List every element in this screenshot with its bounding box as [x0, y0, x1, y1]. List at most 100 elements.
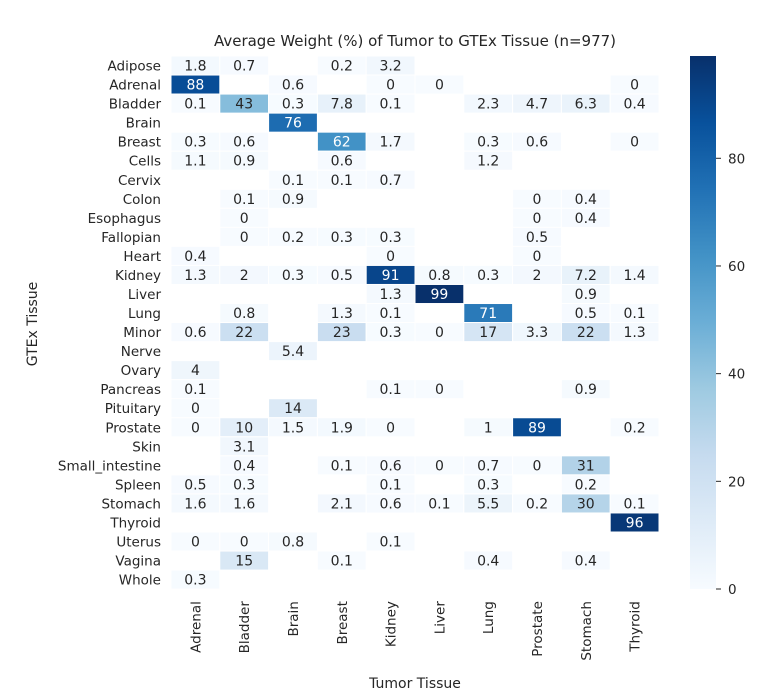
cell-value-label: 88	[186, 78, 204, 94]
heatmap-cell	[609, 131, 660, 152]
heatmap-cell	[414, 74, 465, 95]
y-tick-label: Pancreas	[100, 382, 161, 398]
cell-value-label: 0.4	[184, 249, 206, 265]
colorbar-tick-label: 60	[728, 259, 745, 275]
cell-value-label: 0.1	[184, 382, 206, 398]
cell-value-label: 0.5	[575, 306, 597, 322]
cell-value-label: 0.9	[233, 154, 255, 170]
heatmap-cell	[365, 131, 416, 152]
heatmap-cell	[560, 550, 611, 571]
cell-value-label: 0	[435, 382, 444, 398]
x-tick-label: Bladder	[237, 601, 253, 654]
cell-value-label: 0.4	[477, 554, 499, 570]
y-tick-label: Colon	[123, 192, 161, 208]
cell-value-label: 0.2	[575, 477, 597, 493]
y-tick-label: Adrenal	[109, 78, 161, 94]
cell-value-label: 1.3	[379, 287, 401, 303]
cell-value-label: 0.3	[331, 230, 353, 246]
cell-value-label: 7.8	[331, 97, 353, 113]
cell-value-label: 4.7	[526, 97, 548, 113]
cell-value-label: 1.8	[184, 59, 206, 75]
x-tick-label: Kidney	[384, 601, 400, 647]
cell-value-label: 0.6	[184, 325, 206, 341]
cell-value-label: 0.3	[477, 477, 499, 493]
heatmap-cell	[365, 169, 416, 190]
cell-value-label: 2	[240, 268, 249, 284]
cell-value-label: 0.6	[233, 135, 255, 151]
heatmap-cell	[219, 550, 270, 571]
cell-value-label: 1.6	[233, 496, 255, 512]
cell-value-label: 0.2	[526, 496, 548, 512]
y-tick-label: Lung	[128, 306, 161, 322]
cell-value-label: 0.5	[526, 230, 548, 246]
cell-value-label: 0.1	[331, 458, 353, 474]
cell-value-label: 1.3	[331, 306, 353, 322]
x-tick-label: Adrenal	[188, 601, 204, 653]
heatmap-cell	[268, 188, 318, 209]
cell-value-label: 3.3	[526, 325, 548, 341]
cell-value-label: 0.3	[379, 230, 401, 246]
cell-value-label: 0.1	[379, 97, 401, 113]
cell-value-label: 0.4	[575, 192, 597, 208]
x-tick-labels: Adrenal Bladder Brain Breast Kidney Liver Lung…	[188, 601, 643, 661]
cell-value-label: 0.7	[233, 59, 255, 75]
heatmap-cell	[609, 322, 660, 343]
cell-value-label: 7.2	[575, 268, 597, 284]
cell-value-label: 3.2	[379, 59, 401, 75]
heatmap-cell	[365, 93, 416, 114]
y-tick-label: Nerve	[121, 344, 161, 360]
cell-value-label: 0	[386, 249, 395, 265]
cell-value-label: 22	[235, 325, 253, 341]
heatmap-cell	[365, 417, 416, 438]
cell-value-label: 0.1	[184, 97, 206, 113]
cell-value-label: 1.1	[184, 154, 206, 170]
cell-value-label: 0.8	[428, 268, 450, 284]
x-tick-label: Brain	[286, 601, 302, 636]
heatmap-cell	[219, 150, 270, 171]
x-tick-label: Lung	[481, 601, 497, 634]
cell-value-label: 0.1	[428, 496, 450, 512]
colorbar-tick-label: 40	[728, 367, 745, 383]
cell-value-label: 0.3	[477, 135, 499, 151]
cell-value-label: 0	[533, 458, 542, 474]
cell-value-label: 0.6	[379, 496, 401, 512]
cell-value-label: 76	[284, 116, 302, 132]
cell-value-label: 30	[577, 496, 595, 512]
cell-value-label: 3.1	[233, 439, 255, 455]
cell-value-label: 91	[382, 268, 400, 284]
cell-value-label: 0.6	[282, 78, 304, 94]
heatmap-cell	[268, 112, 318, 133]
cell-value-label: 0	[191, 401, 200, 417]
cell-value-label: 0.5	[331, 268, 353, 284]
x-tick-label: Prostate	[530, 601, 546, 657]
colorbar-tick-label: 0	[728, 582, 737, 598]
cell-value-label: 0.1	[331, 554, 353, 570]
x-tick-label: Thyroid	[628, 601, 644, 653]
colorbar	[690, 56, 716, 589]
cell-value-label: 0.1	[233, 192, 255, 208]
cell-value-label: 0.6	[379, 458, 401, 474]
cell-value-label: 0.1	[379, 535, 401, 551]
cell-value-label: 62	[333, 135, 351, 151]
cell-value-label: 22	[577, 325, 595, 341]
cell-value-label: 0.1	[623, 306, 645, 322]
heatmap-cell	[463, 550, 514, 571]
y-tick-label: Pituitary	[105, 401, 161, 417]
cell-value-label: 0	[435, 458, 444, 474]
cell-value-label: 0.3	[184, 573, 206, 589]
y-tick-label: Minor	[123, 325, 161, 341]
cell-value-label: 0	[630, 135, 639, 151]
y-tick-label: Small_intestine	[58, 458, 161, 474]
heatmap-cell	[560, 207, 611, 228]
y-tick-label: Cells	[129, 154, 161, 170]
cell-value-label: 31	[577, 458, 595, 474]
y-tick-label: Brain	[126, 116, 161, 132]
cell-value-label: 0.7	[477, 458, 499, 474]
cell-value-label: 2	[533, 268, 542, 284]
cell-value-label: 1	[484, 420, 493, 436]
y-tick-label: Breast	[118, 135, 161, 151]
cell-value-label: 0.1	[379, 306, 401, 322]
colorbar-ticks: 0 20 40 60 80	[716, 151, 745, 598]
y-tick-label: Kidney	[115, 268, 161, 284]
